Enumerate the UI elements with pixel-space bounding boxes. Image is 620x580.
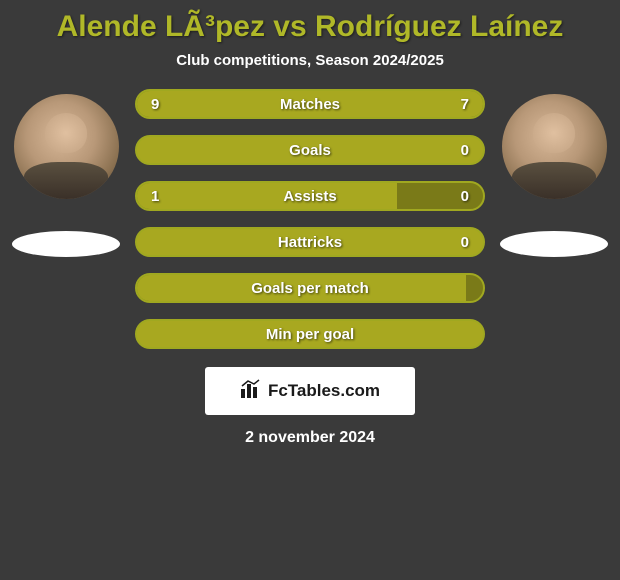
logo-box[interactable]: FcTables.com — [205, 367, 415, 415]
stat-label: Assists — [283, 188, 336, 205]
stat-bar: 1 Assists 0 — [135, 181, 485, 211]
stat-label: Goals per match — [251, 280, 369, 297]
stat-label: Matches — [280, 96, 340, 113]
stat-label: Goals — [289, 142, 331, 159]
stat-label: Hattricks — [278, 234, 342, 251]
comparison-card: Alende LÃ³pez vs Rodríguez Laínez Club c… — [0, 0, 620, 457]
stat-left-value: 1 — [151, 188, 159, 205]
stats-list: 9Matches7Goals01Assists0Hattricks0Goals … — [135, 89, 485, 349]
stat-right-value: 0 — [461, 142, 469, 159]
player-right-avatar — [502, 94, 607, 199]
stat-left-value: 9 — [151, 96, 159, 113]
subtitle: Club competitions, Season 2024/2025 — [0, 52, 620, 69]
player-right-column — [500, 89, 608, 257]
stat-label: Min per goal — [266, 326, 354, 343]
stat-right-value: 0 — [461, 188, 469, 205]
stat-bar: Goals 0 — [135, 135, 485, 165]
stat-bar: Hattricks 0 — [135, 227, 485, 257]
main-area: 9Matches7Goals01Assists0Hattricks0Goals … — [0, 89, 620, 349]
player-left-label-oval — [12, 231, 120, 257]
stat-bar: Min per goal — [135, 319, 485, 349]
page-title: Alende LÃ³pez vs Rodríguez Laínez — [0, 10, 620, 44]
stat-right-value: 7 — [461, 96, 469, 113]
player-left-avatar — [14, 94, 119, 199]
chart-icon — [240, 379, 262, 404]
stat-bar: 9 Matches 7 — [135, 89, 485, 119]
stat-fill-left — [137, 183, 397, 209]
stat-right-value: 0 — [461, 234, 469, 251]
player-left-column — [12, 89, 120, 257]
player-right-label-oval — [500, 231, 608, 257]
logo-text: FcTables.com — [268, 381, 380, 401]
stat-bar: Goals per match — [135, 273, 485, 303]
date-text: 2 november 2024 — [0, 429, 620, 447]
